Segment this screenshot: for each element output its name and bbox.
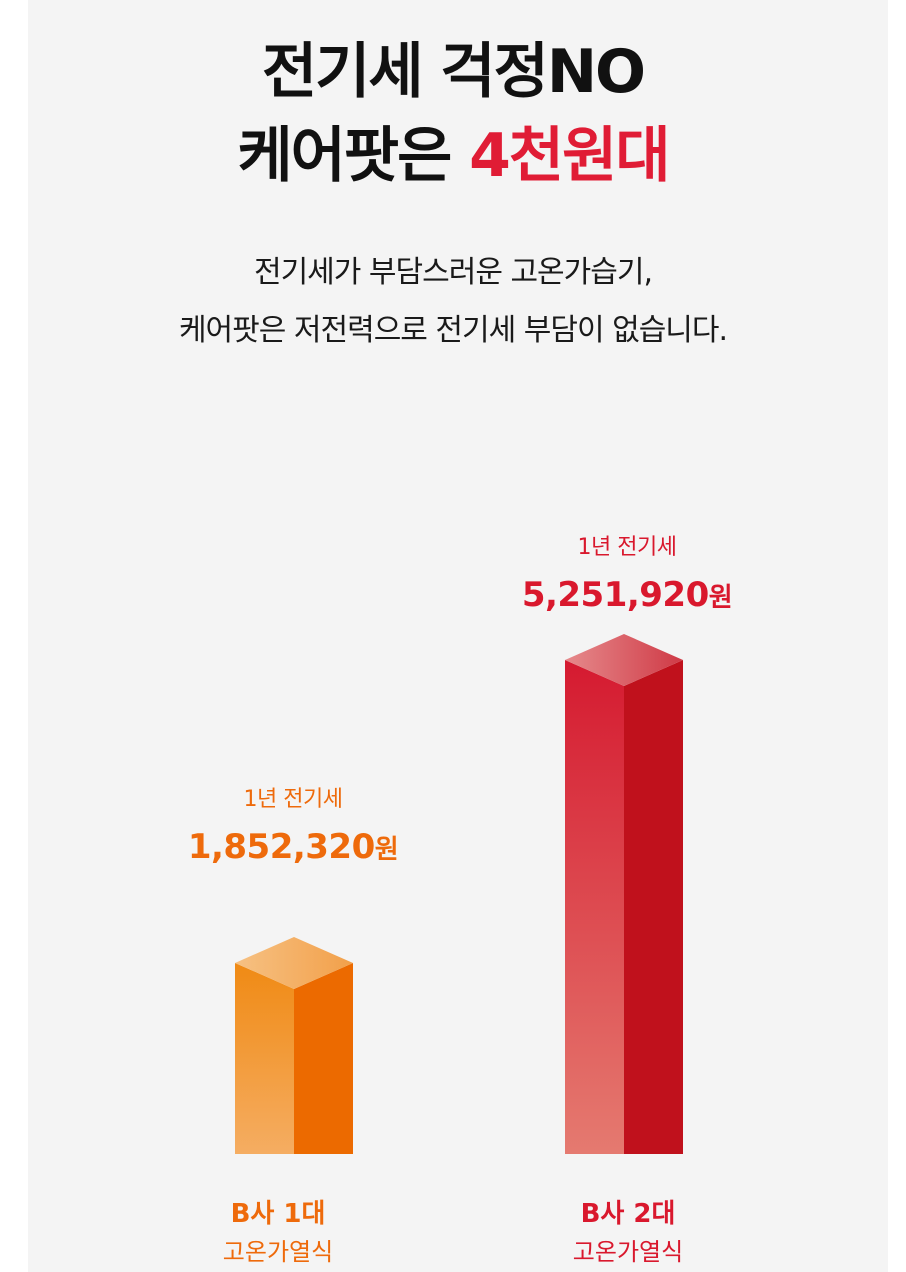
category-1-name: B사 1대	[230, 1199, 326, 1229]
bar-2-value-number: 5,251,920	[521, 575, 709, 615]
bar-1-left-face	[235, 962, 294, 1154]
page-subtitle: 전기세가 부담스러운 고온가습기, 케어팟은 저전력으로 전기세 부담이 없습니…	[0, 244, 906, 360]
bar-1-right-face	[294, 962, 353, 1154]
bar-1-value-number: 1,852,320	[187, 827, 375, 867]
subtitle-line-1: 전기세가 부담스러운 고온가습기,	[253, 255, 653, 290]
title-line-2-prefix: 케어팟은	[237, 121, 470, 191]
bar-1	[235, 936, 353, 1154]
category-2-label: B사 2대 고온가열식	[498, 1196, 758, 1270]
bar-1-caption: 1년 전기세 1,852,320원	[143, 785, 443, 876]
title-line-1: 전기세 걱정NO	[261, 37, 646, 107]
category-2-name: B사 2대	[580, 1199, 676, 1229]
content-panel	[28, 0, 888, 1272]
bar-1-caption-label: 1년 전기세	[243, 787, 343, 812]
bar-1-value-label: 1,852,320원	[143, 821, 443, 876]
category-2-sub: 고온가열식	[572, 1238, 684, 1266]
bar-2-value-label: 5,251,920원	[477, 569, 777, 624]
category-1-sub: 고온가열식	[222, 1238, 334, 1266]
title-line-2: 케어팟은 4천원대	[0, 114, 906, 198]
bar-1-value-unit: 원	[374, 835, 399, 865]
bar-2	[565, 634, 683, 1154]
bar-2-value-unit: 원	[708, 583, 733, 613]
bar-2-caption: 1년 전기세 5,251,920원	[477, 533, 777, 624]
title-accent-price: 4천원대	[469, 121, 670, 191]
bar-1-top-face	[235, 936, 353, 989]
bar-2-caption-label: 1년 전기세	[577, 535, 677, 560]
bar-2-left-face	[565, 660, 624, 1154]
category-1-label: B사 1대 고온가열식	[148, 1196, 408, 1270]
bar-2-top-face	[565, 634, 683, 686]
subtitle-line-2: 케어팟은 저전력으로 전기세 부담이 없습니다.	[178, 313, 728, 348]
page-title: 전기세 걱정NO 케어팟은 4천원대	[0, 30, 906, 198]
bar-2-right-face	[624, 660, 683, 1154]
